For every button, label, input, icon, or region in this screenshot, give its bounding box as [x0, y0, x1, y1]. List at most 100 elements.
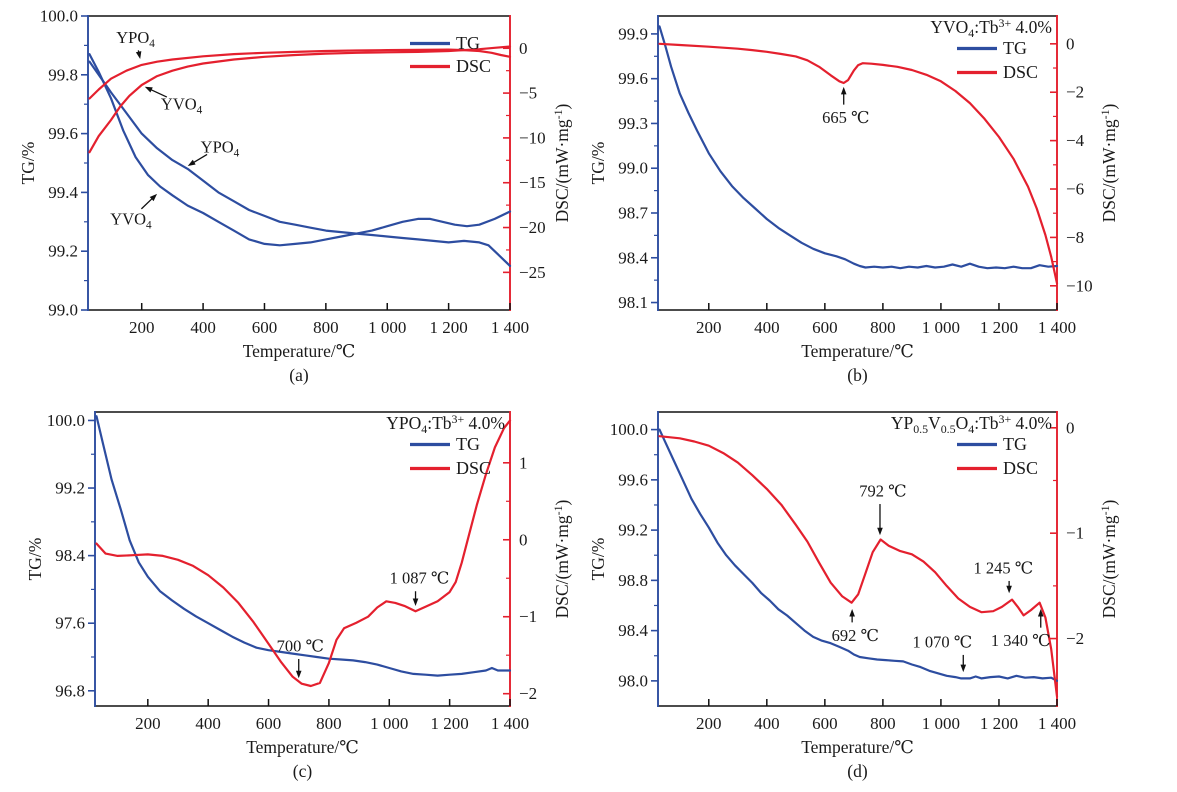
tg-curve-ypo4-tg	[88, 60, 512, 267]
annotation-arrow	[187, 153, 208, 166]
annotation-arrow	[840, 86, 847, 105]
x-tick-label: 1 200	[431, 714, 469, 733]
x-tick-label: 1 400	[491, 318, 529, 337]
panel-caption: (c)	[293, 761, 313, 781]
axes: 200 400 600 800 1 000 1 200 1 400 98.1 98.4 98.7 9…	[618, 15, 1093, 337]
panel-c: 200 400 600 800 1 000 1 200 1 400 96.8 97.6 98.4 9…	[0, 396, 588, 792]
annotation-arrow	[140, 193, 158, 210]
annotation-text: 665 ℃	[822, 108, 869, 127]
x-axis-title: Temperature/℃	[801, 737, 914, 757]
x-tick-label: 600	[256, 714, 282, 733]
x-tick-label: 1 000	[368, 318, 406, 337]
chart-b: 200 400 600 800 1 000 1 200 1 400 98.1 98.4 98.7 9…	[588, 15, 1119, 385]
x-tick-label: 200	[696, 714, 722, 733]
annotation-text: 1 070 ℃	[913, 632, 973, 651]
axes: 200 400 600 800 1 000 1 200 1 400 98.0 98.4 98.8 9…	[610, 411, 1084, 733]
panel-a: 200 400 600 800 1 000 1 200 1 400 99.0 99.2 99.4 9…	[0, 0, 588, 396]
annotation: 1 340 ℃	[991, 609, 1051, 650]
tg-curve-yvo4-tg	[88, 53, 512, 247]
x-tick-label: 1 000	[922, 714, 960, 733]
tg-tick-label: 98.0	[618, 671, 648, 690]
x-tick-label: 400	[190, 318, 216, 337]
tg-tick-label: 98.4	[55, 546, 85, 565]
dsc-curve-ypo4-dsc	[88, 48, 512, 100]
annotation-arrow	[135, 50, 142, 60]
tg-tick-label: 99.2	[618, 521, 648, 540]
annotation-text: 1 340 ℃	[991, 631, 1051, 650]
dsc-tick-label: −1	[519, 607, 537, 626]
annotation-text: YVO4	[161, 94, 203, 116]
tg-tick-label: 99.2	[55, 479, 85, 498]
dsc-tick-label: 0	[1066, 34, 1075, 53]
x-tick-label: 1 000	[922, 318, 960, 337]
tg-tick-label: 99.2	[48, 242, 78, 261]
dsc-curve-dsc	[658, 42, 1059, 285]
x-axis-title: Temperature/℃	[246, 737, 359, 757]
tg-tick-label: 100.0	[40, 7, 78, 26]
x-tick-label: 400	[195, 714, 221, 733]
annotation-arrow	[960, 654, 967, 673]
dsc-tick-label: 0	[1066, 418, 1075, 437]
annotation: YVO4	[110, 193, 158, 231]
x-tick-label: 1 200	[980, 714, 1018, 733]
annotation-text: 1 245 ℃	[973, 558, 1033, 577]
x-tick-label: 600	[812, 714, 838, 733]
legend: TG DSC	[410, 33, 491, 76]
tg-tick-label: 97.6	[55, 614, 85, 633]
x-tick-label: 800	[313, 318, 339, 337]
y-axis-right-title: DSC/(mW·mg-1)	[551, 499, 572, 618]
dsc-tick-label: 1	[519, 453, 528, 472]
dsc-tick-label: −20	[519, 218, 546, 237]
panel-title: YVO4:Tb3+ 4.0%	[930, 16, 1052, 40]
x-axis-title: Temperature/℃	[801, 341, 914, 361]
tg-tick-label: 98.7	[618, 203, 648, 222]
axes: 200 400 600 800 1 000 1 200 1 400 96.8 97.6 98.4 9…	[47, 411, 537, 733]
dsc-tick-label: −1	[1066, 524, 1084, 543]
dsc-tick-label: 0	[519, 530, 528, 549]
tg-tick-label: 99.8	[48, 65, 78, 84]
legend-label-dsc: DSC	[1003, 62, 1038, 82]
tg-tick-label: 99.6	[618, 69, 648, 88]
x-axis-title: Temperature/℃	[243, 341, 356, 361]
tg-tick-label: 99.9	[618, 24, 648, 43]
panel-caption: (a)	[289, 365, 309, 385]
dsc-tick-label: −2	[1066, 83, 1084, 102]
annotation-arrow	[412, 591, 419, 606]
panel-title: YP0.5V0.5O4:Tb3+ 4.0%	[891, 412, 1052, 436]
annotation-text: 700 ℃	[277, 636, 324, 655]
annotation: 700 ℃	[277, 636, 324, 679]
y-axis-right-title: DSC/(mW·mg-1)	[1098, 103, 1119, 222]
legend: TG DSC	[957, 38, 1038, 82]
panel-b: 200 400 600 800 1 000 1 200 1 400 98.1 98.4 98.7 9…	[588, 0, 1177, 396]
chart-a: 200 400 600 800 1 000 1 200 1 400 99.0 99.2 99.4 9…	[18, 7, 572, 386]
chart-d: 200 400 600 800 1 000 1 200 1 400 98.0 98.4 98.8 9…	[588, 411, 1119, 781]
dsc-tick-label: −8	[1066, 228, 1084, 247]
annotation-arrow	[849, 609, 855, 623]
annotation-text: 692 ℃	[832, 626, 879, 645]
legend-label-tg: TG	[1003, 38, 1027, 58]
x-tick-label: 800	[316, 714, 342, 733]
tg-curve-tg	[658, 428, 1059, 682]
tg-tick-label: 98.8	[618, 571, 648, 590]
annotation: 1 070 ℃	[913, 632, 973, 673]
dsc-curve-dsc	[658, 435, 1059, 698]
y-axis-left-title: TG/%	[25, 538, 45, 581]
annotation: 665 ℃	[822, 86, 869, 127]
annotation-text: YPO4	[201, 137, 240, 159]
x-tick-label: 400	[754, 318, 780, 337]
x-tick-label: 600	[252, 318, 278, 337]
annotation: 1 087 ℃	[390, 569, 449, 606]
annotation: 1 245 ℃	[973, 558, 1033, 594]
x-tick-label: 1 200	[429, 318, 467, 337]
x-tick-label: 1 000	[370, 714, 408, 733]
tg-tick-label: 99.0	[618, 159, 648, 178]
legend-label-tg: TG	[456, 434, 480, 454]
panel-caption: (b)	[847, 365, 868, 385]
annotation-arrow	[1006, 580, 1012, 594]
x-tick-label: 1 400	[1038, 318, 1076, 337]
annotation-arrow	[877, 504, 883, 536]
tg-tick-label: 98.4	[618, 248, 648, 267]
x-tick-label: 1 400	[1038, 714, 1076, 733]
panel-caption: (d)	[847, 761, 868, 781]
